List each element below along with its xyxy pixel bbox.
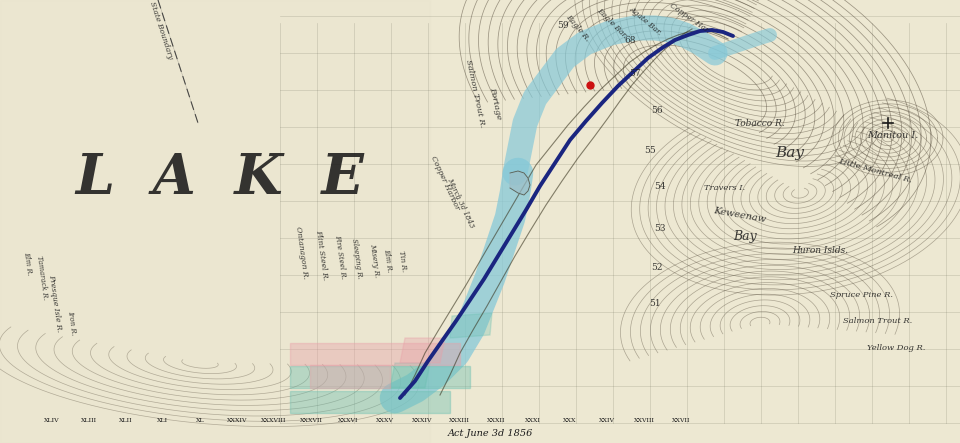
- Text: XXXI: XXXI: [525, 419, 541, 424]
- Text: XLIV: XLIV: [44, 419, 60, 424]
- Text: Bay: Bay: [776, 146, 804, 160]
- Text: XLIII: XLIII: [81, 419, 97, 424]
- Text: Bay: Bay: [733, 229, 756, 242]
- Text: L  A  K  E: L A K E: [76, 151, 365, 206]
- Text: 52: 52: [651, 264, 662, 272]
- Text: Elm R.: Elm R.: [382, 248, 394, 272]
- Bar: [290, 366, 470, 388]
- Text: Misery R.: Misery R.: [368, 242, 380, 277]
- Text: Salmon Trout R.: Salmon Trout R.: [464, 58, 486, 128]
- Text: Eagle Bar.: Eagle Bar.: [595, 6, 629, 40]
- Polygon shape: [510, 171, 530, 195]
- Text: Presque Isle R.: Presque Isle R.: [47, 274, 63, 332]
- Text: XXXVII: XXXVII: [300, 419, 323, 424]
- Text: Yellow Dog R.: Yellow Dog R.: [867, 344, 925, 352]
- Text: Keweenaw: Keweenaw: [713, 206, 767, 224]
- Text: 53: 53: [655, 224, 665, 233]
- Text: Travers I.: Travers I.: [705, 184, 746, 192]
- Text: Flint Steel R.: Flint Steel R.: [315, 229, 329, 281]
- Bar: [290, 391, 450, 413]
- Text: XXX: XXX: [564, 419, 577, 424]
- Bar: [290, 343, 460, 365]
- Text: Tobacco R.: Tobacco R.: [735, 118, 785, 128]
- Text: Salmon Trout R.: Salmon Trout R.: [844, 317, 913, 325]
- Text: XLII: XLII: [119, 419, 132, 424]
- Text: Copper Har.: Copper Har.: [668, 1, 711, 35]
- Polygon shape: [450, 313, 492, 338]
- Text: XXXIV: XXXIV: [227, 419, 248, 424]
- Text: 54: 54: [654, 182, 666, 190]
- Text: Sleeping R.: Sleeping R.: [350, 238, 364, 280]
- Text: Manitou I.: Manitou I.: [867, 131, 919, 140]
- Text: Ontanagon R.: Ontanagon R.: [295, 226, 310, 280]
- Text: XXXII: XXXII: [487, 419, 505, 424]
- Text: XXXVIII: XXXVIII: [261, 419, 287, 424]
- Text: 51: 51: [649, 299, 660, 307]
- Polygon shape: [390, 363, 430, 388]
- Text: XXXV: XXXV: [376, 419, 394, 424]
- Text: Act June 3d 1856: Act June 3d 1856: [447, 428, 533, 438]
- Text: 55: 55: [644, 145, 656, 155]
- Text: XL: XL: [196, 419, 204, 424]
- Text: Portage: Portage: [488, 86, 502, 120]
- Text: 59: 59: [557, 20, 569, 30]
- Text: XXIV: XXIV: [599, 419, 615, 424]
- Text: Copper Harbor: Copper Harbor: [429, 155, 461, 211]
- Text: Little Montreal R.: Little Montreal R.: [837, 157, 913, 185]
- Text: Eagle R.: Eagle R.: [564, 13, 591, 43]
- Text: Tamarack R.: Tamarack R.: [35, 256, 49, 300]
- Text: Elm R.: Elm R.: [22, 251, 34, 275]
- Text: 57: 57: [629, 69, 641, 78]
- Text: XLI: XLI: [157, 419, 169, 424]
- Text: XXVIII: XXVIII: [634, 419, 655, 424]
- Text: 56: 56: [651, 105, 662, 114]
- Text: Fire Steel R.: Fire Steel R.: [333, 234, 348, 280]
- Text: State Boundary: State Boundary: [148, 0, 174, 60]
- Text: March 3d 1843: March 3d 1843: [444, 177, 475, 229]
- Text: XXXVI: XXXVI: [338, 419, 358, 424]
- Text: 68: 68: [624, 35, 636, 44]
- Text: Agate Bar.: Agate Bar.: [628, 5, 664, 37]
- Text: XXVII: XXVII: [672, 419, 690, 424]
- Polygon shape: [400, 338, 445, 363]
- Text: Iron R.: Iron R.: [66, 310, 78, 336]
- Text: Huron Islds.: Huron Islds.: [792, 245, 848, 254]
- Text: XXXIII: XXXIII: [448, 419, 469, 424]
- Bar: [310, 365, 390, 388]
- Text: Spruce Pine R.: Spruce Pine R.: [830, 291, 894, 299]
- Text: XXXIV: XXXIV: [412, 419, 432, 424]
- Bar: [0, 0, 430, 443]
- Text: Tin R.: Tin R.: [396, 250, 407, 272]
